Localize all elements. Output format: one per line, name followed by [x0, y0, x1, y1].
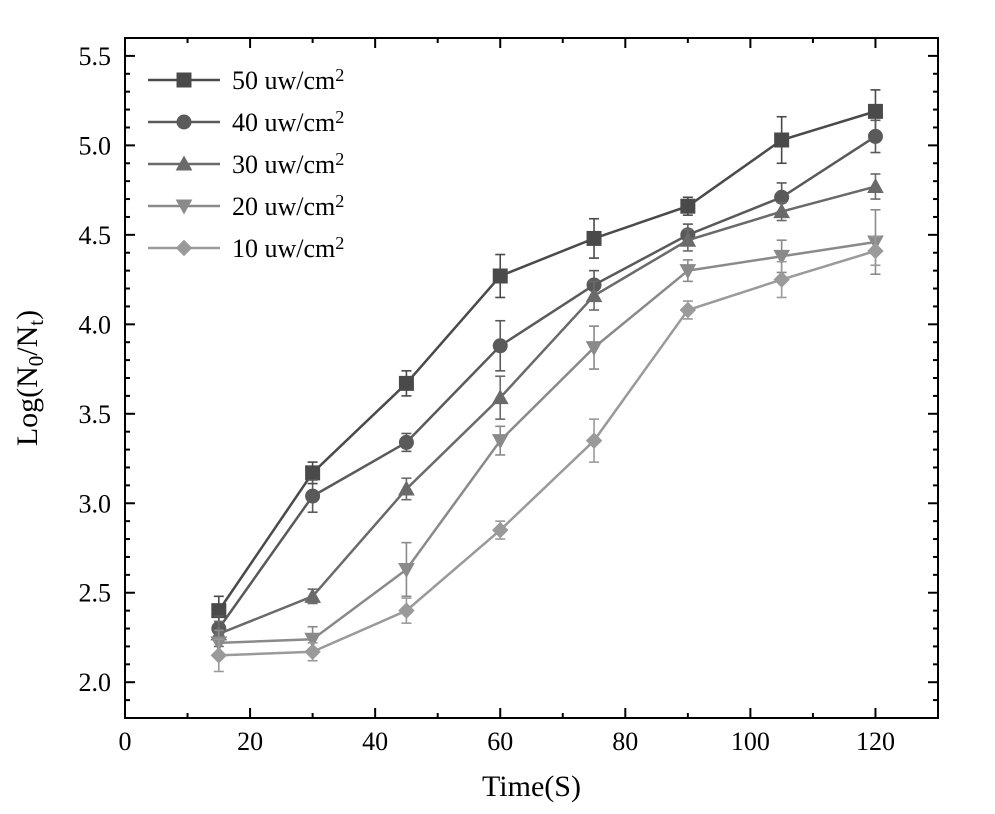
x-tick-label: 40	[362, 727, 388, 756]
x-tick-label: 60	[487, 727, 513, 756]
x-axis-label: Time(S)	[482, 770, 581, 803]
y-axis-label: Log(N0/Nt)	[11, 310, 48, 446]
x-tick-label: 0	[119, 727, 132, 756]
y-tick-label: 3.0	[79, 489, 112, 518]
y-tick-label: 5.0	[79, 131, 112, 160]
x-tick-label: 120	[856, 727, 895, 756]
y-tick-label: 2.0	[79, 668, 112, 697]
x-tick-label: 80	[612, 727, 638, 756]
y-tick-label: 3.5	[79, 400, 112, 429]
legend-label: 50 uw/cm2	[232, 65, 344, 95]
x-tick-label: 100	[731, 727, 770, 756]
y-tick-label: 2.5	[79, 579, 112, 608]
chart-container: 0 20 40 60 80 100 120 2.0 2.5 3.0 3.5 4.0 4.5 5.0 5.5 T…	[0, 0, 995, 814]
legend-label: 40 uw/cm2	[232, 107, 344, 137]
y-tick-label: 4.5	[79, 221, 112, 250]
line-chart: 0 20 40 60 80 100 120 2.0 2.5 3.0 3.5 4.0 4.5 5.0 5.5 T…	[0, 0, 995, 814]
x-tick-label: 20	[237, 727, 263, 756]
legend-label: 10 uw/cm2	[232, 233, 344, 263]
y-tick-label: 5.5	[79, 42, 112, 71]
legend-label: 20 uw/cm2	[232, 191, 344, 221]
y-tick-label: 4.0	[79, 310, 112, 339]
legend-label: 30 uw/cm2	[232, 149, 344, 179]
